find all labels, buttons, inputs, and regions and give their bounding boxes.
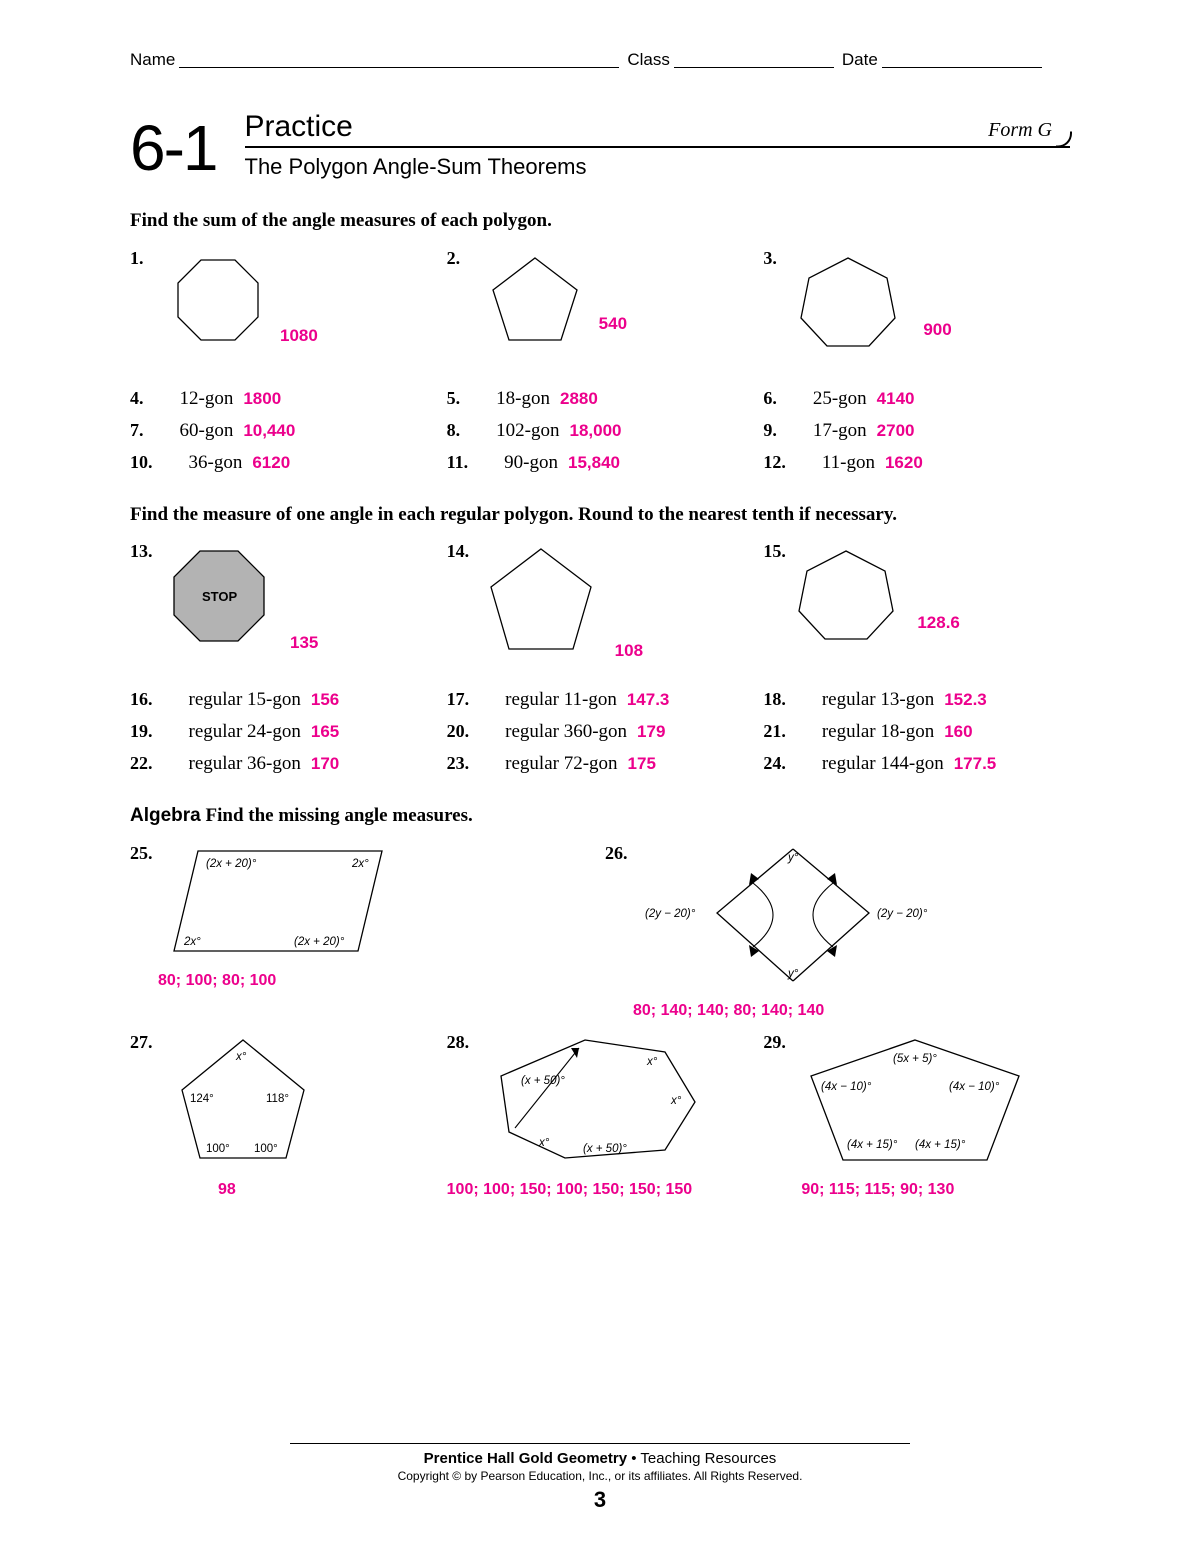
qnum-2: 2. <box>447 248 461 269</box>
svg-text:(4x − 10)°: (4x − 10)° <box>949 1081 1000 1093</box>
svg-text:(4x − 10)°: (4x − 10)° <box>821 1081 872 1093</box>
form-label: Form G <box>988 119 1070 142</box>
svg-text:x°: x° <box>670 1095 682 1107</box>
instruction-1: Find the sum of the angle measures of ea… <box>130 208 1070 234</box>
footer-rule <box>290 1443 910 1444</box>
hexagon-concave-icon: y° (2y − 20)° (2y − 20)° y° <box>637 843 947 993</box>
q14: 14. 108 <box>447 541 754 681</box>
svg-text:(x + 50)°: (x + 50)° <box>521 1075 565 1087</box>
subtitle: The Polygon Angle-Sum Theorems <box>245 148 1071 180</box>
ans-1: 1080 <box>280 326 318 346</box>
name-label: Name <box>130 50 175 70</box>
ans-25: 80; 100; 80; 100 <box>130 972 595 990</box>
q1: 1. 1080 <box>130 248 437 378</box>
svg-text:(2y − 20)°: (2y − 20)° <box>645 908 696 920</box>
footer: Prentice Hall Gold Geometry • Teaching R… <box>0 1443 1200 1513</box>
q26: 26. y° (2y − 20)° (2y − 20)° y° 80; 140;… <box>605 843 1070 1020</box>
svg-text:2x°: 2x° <box>351 858 369 870</box>
instruction-2: Find the measure of one angle in each re… <box>130 502 1070 528</box>
footer-book: Prentice Hall Gold Geometry <box>424 1450 627 1467</box>
parallelogram-icon: (2x + 20)° 2x° 2x° (2x + 20)° <box>162 843 412 963</box>
q15: 15. 128.6 <box>763 541 1070 681</box>
svg-text:100°: 100° <box>254 1143 278 1155</box>
qnum-1: 1. <box>130 248 144 269</box>
instruction-3: Algebra Find the missing angle measures. <box>130 803 1070 829</box>
shapes-row-2: 13. STOP 135 14. 108 15. 128.6 <box>130 541 1070 681</box>
practice-title: Practice <box>245 110 353 144</box>
pentagon-29-icon: (5x + 5)° (4x − 10)° (4x − 10)° (4x + 15… <box>791 1032 1041 1172</box>
svg-text:x°: x° <box>646 1056 658 1068</box>
svg-text:x°: x° <box>538 1137 550 1149</box>
qnum-3: 3. <box>763 248 777 269</box>
ans-29: 90; 115; 115; 90; 130 <box>763 1181 1070 1199</box>
stop-text: STOP <box>202 589 237 604</box>
page-number: 3 <box>0 1487 1200 1513</box>
date-label: Date <box>842 50 878 70</box>
lesson-number: 6-1 <box>130 110 217 180</box>
octagon-icon <box>168 252 268 352</box>
q29: 29. (5x + 5)° (4x − 10)° (4x − 10)° (4x … <box>763 1032 1070 1202</box>
svg-text:(x + 50)°: (x + 50)° <box>583 1143 627 1155</box>
date-blank[interactable] <box>882 50 1042 68</box>
q27: 27. x° 124° 118° 100° 100° 98 <box>130 1032 437 1202</box>
svg-text:100°: 100° <box>206 1143 230 1155</box>
algebra-row-1: 25. (2x + 20)° 2x° 2x° (2x + 20)° 80; 10… <box>130 843 1070 1020</box>
name-blank[interactable] <box>179 50 619 68</box>
ans-27: 98 <box>130 1181 437 1199</box>
text-rows-1: 4. 12-gon 1800 5. 18-gon 2880 6. 25-gon … <box>130 388 1070 484</box>
q3: 3. 900 <box>763 248 1070 378</box>
pentagon-icon <box>485 252 585 352</box>
pentagon-27-icon: x° 124° 118° 100° 100° <box>158 1032 328 1172</box>
heptagon-icon-2 <box>791 545 901 645</box>
svg-text:x°: x° <box>235 1051 247 1063</box>
svg-text:118°: 118° <box>266 1093 289 1105</box>
ans-2: 540 <box>599 314 627 334</box>
svg-text:124°: 124° <box>190 1093 214 1105</box>
header-fields: Name Class Date <box>130 50 1070 70</box>
svg-text:2x°: 2x° <box>183 936 201 948</box>
title-block: 6-1 Practice Form G The Polygon Angle-Su… <box>130 110 1070 180</box>
algebra-row-2: 27. x° 124° 118° 100° 100° 98 28. x° (x … <box>130 1032 1070 1202</box>
svg-text:(5x + 5)°: (5x + 5)° <box>893 1053 937 1065</box>
svg-text:(4x + 15)°: (4x + 15)° <box>915 1139 966 1151</box>
q13: 13. STOP 135 <box>130 541 437 681</box>
ans-28: 100; 100; 150; 100; 150; 150; 150 <box>447 1181 754 1199</box>
ans-3: 900 <box>923 320 951 340</box>
q2: 2. 540 <box>447 248 754 378</box>
footer-copyright: Copyright © by Pearson Education, Inc., … <box>0 1469 1200 1483</box>
svg-text:(2x + 20)°: (2x + 20)° <box>206 858 257 870</box>
svg-text:(2x + 20)°: (2x + 20)° <box>294 936 345 948</box>
footer-sub: • Teaching Resources <box>627 1450 776 1467</box>
heptagon-icon <box>793 252 903 352</box>
heptagon-28-icon: x° (x + 50)° x° x° (x + 50)° <box>475 1032 725 1172</box>
ans-26: 80; 140; 140; 80; 140; 140 <box>605 1002 1070 1020</box>
svg-text:y°: y° <box>787 968 799 980</box>
svg-text:(4x + 15)°: (4x + 15)° <box>847 1139 898 1151</box>
q25: 25. (2x + 20)° 2x° 2x° (2x + 20)° 80; 10… <box>130 843 595 1020</box>
pentagon-icon-2 <box>481 543 601 663</box>
svg-text:y°: y° <box>787 852 799 864</box>
text-rows-2: 16. regular 15-gon 156 17. regular 11-go… <box>130 689 1070 785</box>
svg-text:(2y − 20)°: (2y − 20)° <box>877 908 928 920</box>
shapes-row-1: 1. 1080 2. 540 3. 900 <box>130 248 1070 378</box>
class-label: Class <box>627 50 670 70</box>
q28: 28. x° (x + 50)° x° x° (x + 50)° 100; 10… <box>447 1032 754 1202</box>
algebra-heading: Algebra <box>130 805 201 826</box>
class-blank[interactable] <box>674 50 834 68</box>
